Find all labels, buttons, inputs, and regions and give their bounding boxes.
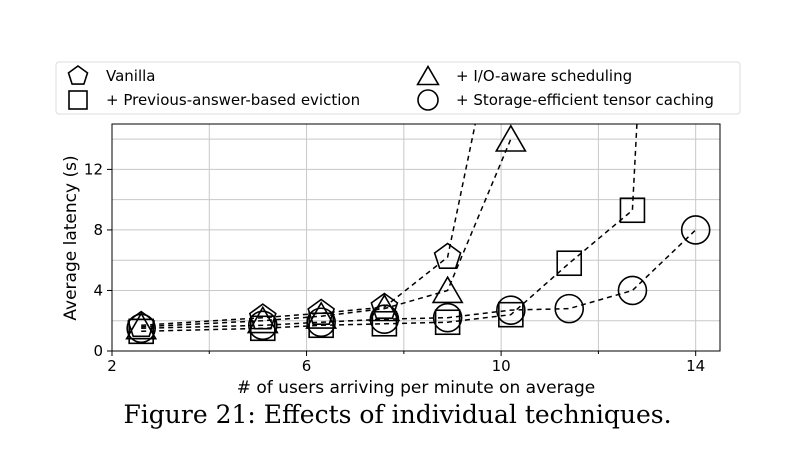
data-point-square bbox=[371, 310, 398, 337]
series-line-triangle bbox=[141, 138, 512, 328]
figure-caption: Figure 21: Effects of individual techniq… bbox=[123, 400, 672, 429]
data-point-square bbox=[308, 312, 334, 339]
legend-label: + I/O-aware scheduling bbox=[456, 67, 632, 85]
data-point-triangle bbox=[431, 275, 464, 304]
data-point-pentagon bbox=[307, 298, 336, 326]
data-point-square bbox=[619, 197, 646, 224]
data-point-circle bbox=[126, 313, 156, 344]
x-tick-label: 10 bbox=[492, 357, 511, 375]
x-tick-label: 14 bbox=[686, 357, 705, 375]
data-point-pentagon bbox=[127, 310, 156, 338]
data-point-circle bbox=[432, 302, 463, 333]
legend-label: Vanilla bbox=[106, 67, 156, 85]
data-point-circle bbox=[554, 293, 585, 324]
series-line-pentagon bbox=[141, 124, 476, 327]
series-line-square bbox=[141, 124, 638, 333]
legend-marker-triangle bbox=[416, 64, 440, 86]
data-point-pentagon bbox=[433, 242, 462, 270]
series-line-circle bbox=[141, 229, 697, 330]
y-tick-label: 8 bbox=[93, 221, 103, 239]
marker-layer bbox=[125, 124, 711, 345]
data-point-circle bbox=[617, 275, 648, 306]
legend-marker-square bbox=[68, 90, 88, 110]
plot-frame bbox=[111, 123, 721, 352]
data-point-triangle bbox=[125, 311, 158, 340]
data-point-circle bbox=[680, 215, 711, 245]
y-tick-label: 12 bbox=[84, 160, 103, 178]
data-point-square bbox=[128, 318, 154, 345]
y-tick-label: 4 bbox=[93, 281, 103, 299]
data-point-pentagon bbox=[370, 292, 399, 320]
x-tick-label: 6 bbox=[302, 357, 312, 375]
y-tick-label: 0 bbox=[93, 342, 103, 360]
legend-label: + Storage-efficient tensor caching bbox=[456, 91, 714, 109]
legend-label: + Previous-answer-based eviction bbox=[106, 91, 360, 109]
data-point-circle bbox=[306, 307, 336, 338]
data-point-square bbox=[498, 301, 524, 328]
x-axis-label: # of users arriving per minute on averag… bbox=[237, 378, 596, 398]
data-point-pentagon bbox=[248, 303, 277, 330]
data-point-triangle bbox=[494, 124, 527, 152]
latency-chart: 2 6 10 14 0 4 8 12 # of users arriving per minu… bbox=[55, 61, 741, 398]
data-point-square bbox=[249, 315, 276, 342]
data-point-circle bbox=[247, 310, 278, 341]
data-point-square bbox=[434, 309, 461, 336]
y-axis-label: Average latency (s) bbox=[61, 155, 81, 320]
legend-marker-pentagon bbox=[67, 65, 89, 85]
data-point-circle bbox=[496, 295, 526, 325]
data-point-triangle bbox=[246, 305, 279, 334]
series-layer bbox=[141, 124, 697, 333]
data-point-square bbox=[556, 250, 583, 277]
grid-lines bbox=[111, 124, 720, 352]
data-point-triangle bbox=[305, 301, 338, 329]
data-point-circle bbox=[369, 304, 400, 335]
legend-marker-circle bbox=[417, 89, 439, 111]
axis-ticks: 2 6 10 14 0 4 8 12 bbox=[84, 160, 705, 375]
legend: Vanilla + I/O-aware scheduling + Previous-… bbox=[55, 61, 741, 115]
legend-frame bbox=[55, 61, 741, 115]
x-tick-label: 2 bbox=[107, 357, 117, 375]
